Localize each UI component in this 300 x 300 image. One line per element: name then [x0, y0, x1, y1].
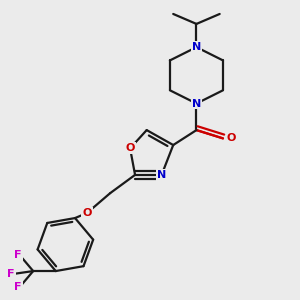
Text: N: N	[157, 170, 166, 180]
Text: F: F	[7, 269, 15, 279]
Text: O: O	[226, 134, 236, 143]
Text: O: O	[82, 208, 92, 218]
Text: O: O	[125, 143, 135, 153]
Text: N: N	[192, 42, 201, 52]
Text: F: F	[14, 282, 22, 292]
Text: F: F	[14, 250, 22, 260]
Text: N: N	[192, 98, 201, 109]
